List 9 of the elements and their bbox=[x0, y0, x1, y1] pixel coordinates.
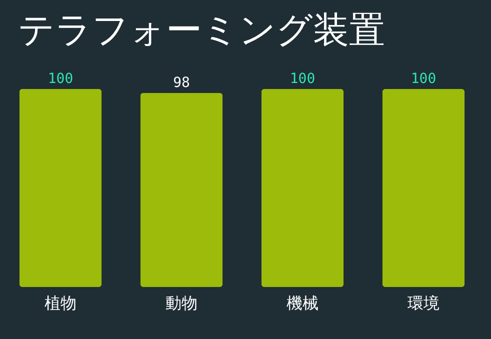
x-tick-label: 機械 bbox=[286, 294, 318, 312]
data-label: 98 bbox=[173, 74, 190, 91]
x-tick-label: 植物 bbox=[44, 294, 76, 312]
data-label: 100 bbox=[48, 71, 74, 87]
data-label: 100 bbox=[290, 71, 316, 87]
data-label: 100 bbox=[410, 71, 436, 87]
x-tick-label: 環境 bbox=[408, 294, 440, 312]
x-tick-label: 動物 bbox=[166, 294, 198, 312]
chart-title: テラフォーミング装置 bbox=[18, 10, 385, 51]
